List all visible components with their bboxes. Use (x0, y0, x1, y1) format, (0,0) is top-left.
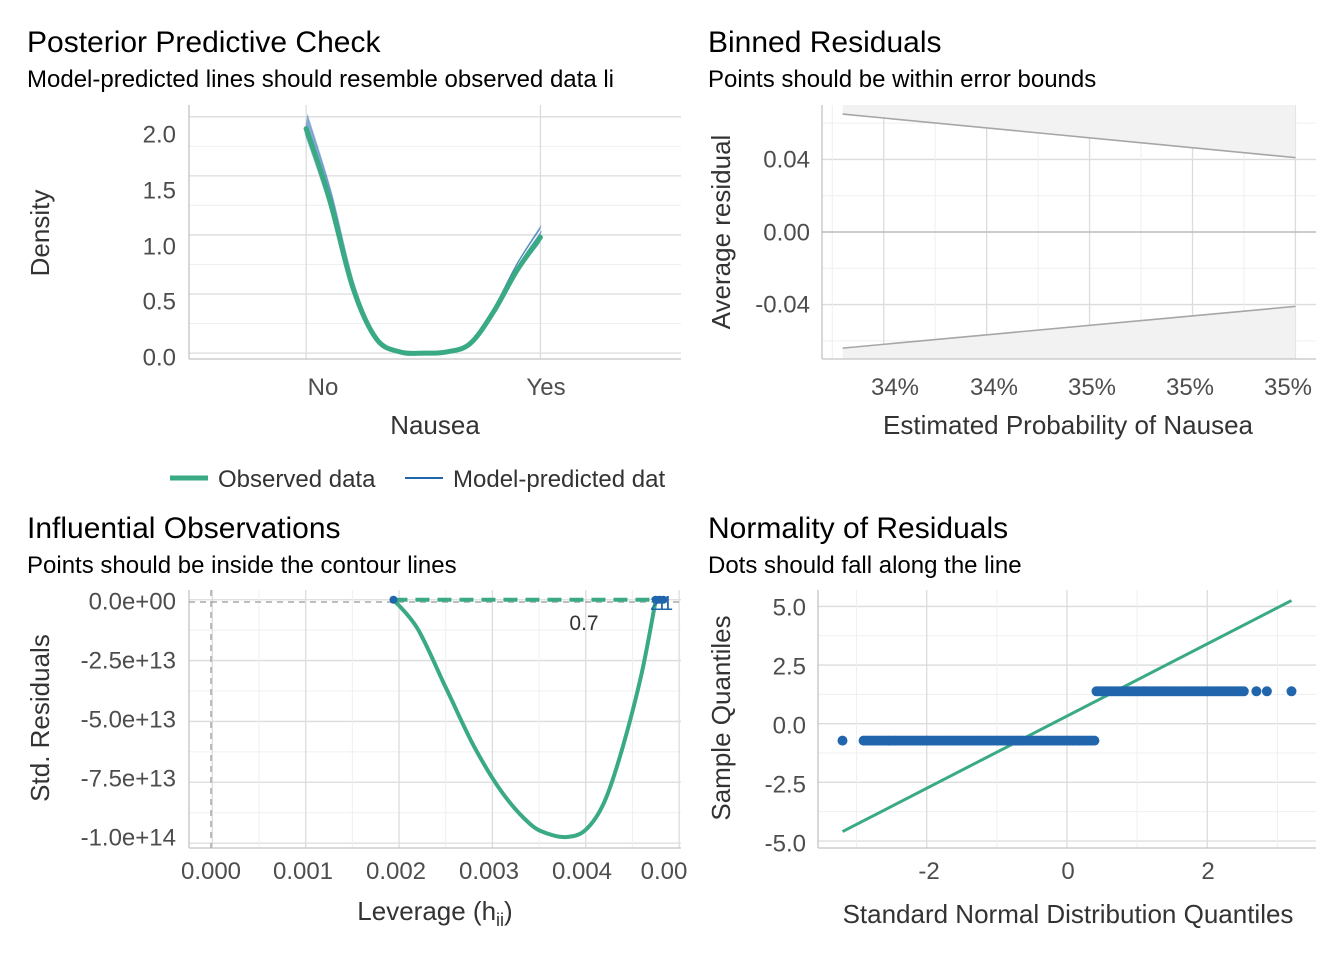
qq-point (837, 735, 848, 746)
influence-point (389, 595, 398, 604)
influence-x-ticks: 0.000 0.001 0.002 0.003 0.004 0.00 (181, 858, 687, 885)
binned-lower-bound (842, 306, 1296, 359)
qq-x-label: Standard Normal Distribution Quantiles (843, 899, 1294, 929)
qq-panel: Normality of Residuals Dots should fall … (706, 512, 1316, 929)
ppc-y-tick: 0.5 (143, 288, 176, 315)
influence-y-tick: -1.0e+14 (81, 824, 176, 851)
binned-y-tick: 0.04 (763, 146, 810, 173)
influence-y-tick: -5.0e+13 (81, 706, 176, 733)
binned-y-ticks: 0.04 0.00 -0.04 (755, 146, 810, 318)
binned-x-ticks: 34% 34% 35% 35% 35% (871, 374, 1312, 401)
binned-y-label: Average residual (706, 135, 736, 330)
influence-points (389, 595, 668, 604)
influence-gridlines (189, 590, 681, 848)
ppc-predicted-line (306, 114, 543, 354)
ppc-panel: Posterior Predictive Check Model-predict… (25, 26, 681, 493)
ppc-subtitle: Model-predicted lines should resemble ob… (27, 66, 614, 93)
binned-y-tick: 0.00 (763, 219, 810, 246)
qq-y-tick: -5.0 (765, 830, 806, 857)
binned-x-tick: 35% (1166, 374, 1214, 401)
influence-x-label-main: Leverage (h (357, 896, 496, 926)
binned-x-tick: 34% (871, 374, 919, 401)
binned-y-tick: -0.04 (755, 291, 810, 318)
qq-y-tick: 5.0 (773, 594, 806, 621)
influence-x-tick: 0.004 (552, 858, 612, 885)
qq-y-tick: 0.0 (773, 712, 806, 739)
legend-observed-label: Observed data (218, 466, 376, 493)
influence-x-label: Leverage (hii) (357, 896, 512, 930)
influence-y-tick: -7.5e+13 (81, 765, 176, 792)
qq-point (1261, 686, 1272, 697)
influence-y-ticks: 0.0e+00 -2.5e+13 -5.0e+13 -7.5e+13 -1.0e… (81, 588, 176, 851)
ppc-x-tick-yes: Yes (526, 374, 565, 401)
binned-panel: Binned Residuals Points should be within… (706, 26, 1316, 440)
ppc-y-tick: 1.0 (143, 233, 176, 260)
influence-y-label: Std. Residuals (25, 634, 55, 802)
influence-x-label-sub: ii (496, 910, 504, 930)
binned-title: Binned Residuals (708, 26, 941, 59)
influence-point-labels: 2 1 1 (650, 593, 673, 615)
ppc-x-label: Nausea (390, 410, 480, 440)
ppc-y-ticks: 0.0 0.5 1.0 1.5 2.0 (143, 121, 176, 371)
qq-point (1089, 735, 1100, 746)
influence-contour-lower (391, 598, 658, 840)
influence-point (659, 595, 668, 604)
qq-gridlines (818, 590, 1316, 848)
qq-point (1238, 686, 1249, 697)
legend-predicted-label: Model-predicted dat (453, 466, 665, 493)
influence-x-tick: 0.001 (273, 858, 333, 885)
ppc-title: Posterior Predictive Check (27, 26, 381, 59)
ppc-y-label: Density (25, 190, 55, 277)
binned-x-tick: 35% (1068, 374, 1116, 401)
influence-y-tick: -2.5e+13 (81, 647, 176, 674)
influence-x-tick: 0.002 (366, 858, 426, 885)
qq-point (1286, 686, 1297, 697)
influence-panel: Influential Observations Points should b… (25, 512, 687, 930)
ppc-observed-line (303, 126, 543, 356)
ppc-legend: Observed data Model-predicted dat (170, 466, 665, 493)
qq-y-tick: -2.5 (765, 771, 806, 798)
influence-x-label-close: ) (504, 896, 513, 926)
qq-x-tick: 0 (1061, 858, 1074, 885)
influence-y-tick: 0.0e+00 (89, 588, 176, 615)
ppc-gridlines (189, 105, 681, 359)
qq-subtitle: Dots should fall along the line (708, 552, 1022, 579)
qq-y-ticks: 5.0 2.5 0.0 -2.5 -5.0 (765, 594, 806, 857)
qq-point (1251, 686, 1262, 697)
ppc-x-ticks: No Yes (308, 374, 566, 401)
influence-x-tick: 0.00 (641, 858, 688, 885)
binned-lower-bound-line (842, 305, 1296, 349)
influence-x-tick: 0.003 (459, 858, 519, 885)
binned-x-tick: 35% (1264, 374, 1312, 401)
ppc-x-tick-no: No (308, 374, 339, 401)
ppc-y-tick: 1.5 (143, 177, 176, 204)
influence-point-label: 1 (656, 593, 667, 615)
influence-subtitle: Points should be inside the contour line… (27, 552, 457, 579)
binned-subtitle: Points should be within error bounds (708, 66, 1096, 93)
qq-x-tick: -2 (918, 858, 939, 885)
binned-upper-bound-line (842, 113, 1296, 159)
influence-point-label: 2 (650, 593, 661, 615)
qq-y-tick: 2.5 (773, 653, 806, 680)
influence-contour-label: 0.7 (569, 612, 598, 635)
qq-y-label: Sample Quantiles (706, 615, 736, 820)
binned-upper-bound (842, 105, 1296, 158)
qq-title: Normality of Residuals (708, 512, 1008, 545)
qq-x-tick: 2 (1201, 858, 1214, 885)
qq-x-ticks: -2 0 2 (918, 858, 1214, 885)
binned-x-label: Estimated Probability of Nausea (883, 410, 1254, 440)
qq-points (837, 686, 1297, 746)
influence-x-tick: 0.000 (181, 858, 241, 885)
influence-point-label: 1 (662, 593, 673, 615)
qq-reference-line (841, 599, 1293, 833)
ppc-y-tick: 0.0 (143, 344, 176, 371)
influence-title: Influential Observations (27, 512, 341, 545)
ppc-y-tick: 2.0 (143, 121, 176, 148)
binned-x-tick: 34% (970, 374, 1018, 401)
